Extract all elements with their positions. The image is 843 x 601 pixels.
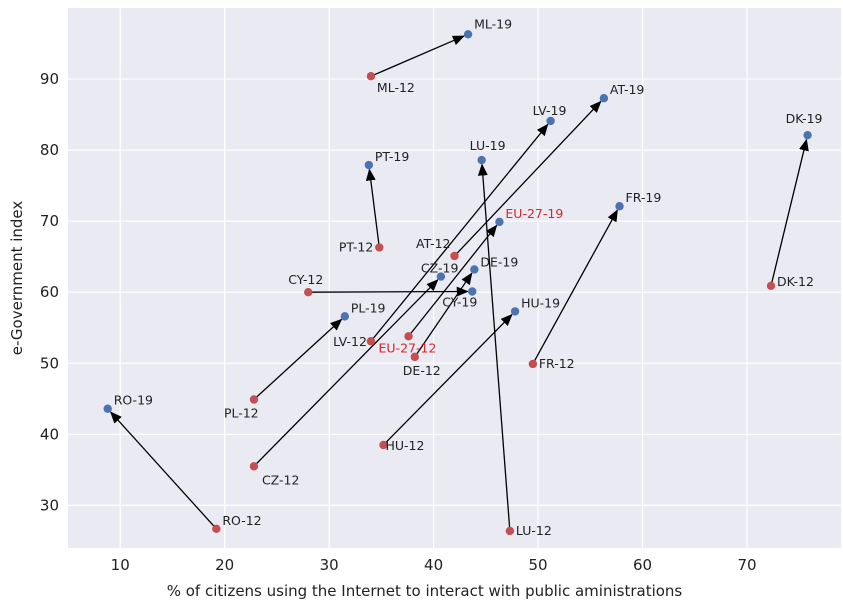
point-cy-19 bbox=[468, 287, 477, 296]
point-lv-12 bbox=[366, 337, 376, 346]
point-eu-27-12 bbox=[404, 332, 413, 341]
point-label: CZ-12 bbox=[262, 472, 300, 487]
point-label: DK-19 bbox=[786, 111, 823, 126]
point-label: DK-12 bbox=[777, 274, 814, 289]
point-label: LV-12 bbox=[333, 334, 367, 349]
arrow-pt-12 bbox=[365, 168, 380, 248]
point-label: AT-19 bbox=[610, 82, 645, 97]
x-tick-label: 40 bbox=[424, 556, 443, 574]
point-cy-12 bbox=[304, 288, 313, 297]
arrow-hu-12 bbox=[383, 313, 513, 446]
arrow-eu-27-12 bbox=[408, 224, 498, 337]
point-cz-12 bbox=[249, 462, 259, 471]
point-label: LU-19 bbox=[470, 138, 506, 153]
point-label: PT-19 bbox=[375, 149, 409, 164]
x-tick-labels: 10 20 30 40 50 60 70 bbox=[111, 556, 757, 574]
point-pl-19 bbox=[340, 312, 350, 321]
point-pt-19 bbox=[364, 160, 374, 170]
y-tick-label: 50 bbox=[40, 354, 59, 372]
point-label: LV-19 bbox=[533, 103, 567, 118]
point-de-12 bbox=[410, 352, 420, 362]
points-layer bbox=[103, 30, 812, 536]
y-tick-label: 60 bbox=[40, 283, 59, 301]
y-tick-label: 70 bbox=[40, 212, 59, 230]
y-axis-title: e-Government index bbox=[8, 201, 26, 356]
y-tick-label: 30 bbox=[40, 496, 59, 514]
x-tick-label: 20 bbox=[215, 556, 234, 574]
x-tick-label: 60 bbox=[633, 556, 652, 574]
point-label: CZ-19 bbox=[421, 261, 459, 276]
point-ro-19 bbox=[103, 404, 112, 413]
point-fr-12 bbox=[528, 359, 538, 369]
point-label: CY-12 bbox=[288, 272, 323, 287]
point-label: RO-12 bbox=[222, 513, 261, 528]
point-label: PL-19 bbox=[351, 300, 386, 315]
x-tick-label: 30 bbox=[320, 556, 339, 574]
point-lu-12 bbox=[505, 526, 515, 536]
point-label: PT-12 bbox=[339, 239, 373, 254]
point-label: DE-19 bbox=[480, 254, 518, 269]
point-cz-19 bbox=[436, 272, 446, 281]
point-ml-12 bbox=[366, 72, 376, 81]
point-label: ML-19 bbox=[474, 16, 512, 31]
arrow-ro-12 bbox=[110, 411, 217, 530]
y-tick-labels: 30 40 50 60 70 80 90 bbox=[40, 70, 59, 514]
y-tick-label: 40 bbox=[40, 425, 59, 443]
point-label: CY-19 bbox=[442, 295, 477, 310]
y-tick-label: 80 bbox=[40, 141, 59, 159]
point-label: RO-19 bbox=[114, 393, 153, 408]
point-hu-12 bbox=[379, 440, 388, 450]
point-pl-12 bbox=[249, 395, 259, 404]
arrow-cy-12 bbox=[308, 286, 469, 297]
labels-layer: ML-12 ML-19 AT-12 AT-19 LV-12 LV-19 DK-12 DK-19… bbox=[114, 16, 823, 538]
point-dk-12 bbox=[766, 281, 776, 291]
point-label: AT-12 bbox=[416, 236, 451, 251]
y-tick-label: 90 bbox=[40, 70, 59, 88]
arrow-ml-12 bbox=[370, 35, 465, 77]
point-hu-19 bbox=[510, 307, 520, 316]
point-label: HU-19 bbox=[521, 295, 560, 310]
x-tick-label: 50 bbox=[529, 556, 548, 574]
point-label: EU-27-19 bbox=[505, 206, 563, 221]
point-label: PL-12 bbox=[224, 406, 259, 421]
arrow-at-12 bbox=[454, 100, 602, 257]
x-tick-label: 10 bbox=[111, 556, 130, 574]
point-fr-19 bbox=[615, 202, 624, 211]
arrow-fr-12 bbox=[532, 209, 618, 365]
point-at-12 bbox=[450, 251, 459, 261]
point-label: DE-12 bbox=[403, 363, 441, 378]
point-label: EU-27-12 bbox=[379, 340, 437, 355]
arrows-layer bbox=[110, 35, 809, 531]
point-label: LU-12 bbox=[516, 523, 552, 538]
arrow-cz-12 bbox=[253, 279, 439, 467]
x-axis-title: % of citizens using the Internet to inte… bbox=[167, 582, 683, 600]
point-lv-19 bbox=[546, 116, 555, 126]
point-de-19 bbox=[470, 265, 479, 274]
point-dk-19 bbox=[803, 130, 812, 140]
arrow-pl-12 bbox=[253, 318, 343, 400]
x-tick-label: 70 bbox=[737, 556, 756, 574]
point-label: ML-12 bbox=[377, 80, 415, 95]
point-pt-12 bbox=[375, 243, 384, 252]
point-eu-27-19 bbox=[495, 217, 504, 227]
point-ro-12 bbox=[212, 524, 221, 534]
point-ml-19 bbox=[463, 30, 473, 39]
arrow-dk-12 bbox=[770, 138, 809, 286]
point-lu-19 bbox=[477, 155, 486, 165]
point-label: HU-12 bbox=[385, 438, 424, 453]
arrow-lv-12 bbox=[370, 123, 549, 342]
arrow-de-12 bbox=[414, 272, 473, 358]
point-label: FR-19 bbox=[626, 190, 662, 205]
point-at-19 bbox=[599, 94, 609, 103]
point-label: FR-12 bbox=[539, 356, 575, 371]
